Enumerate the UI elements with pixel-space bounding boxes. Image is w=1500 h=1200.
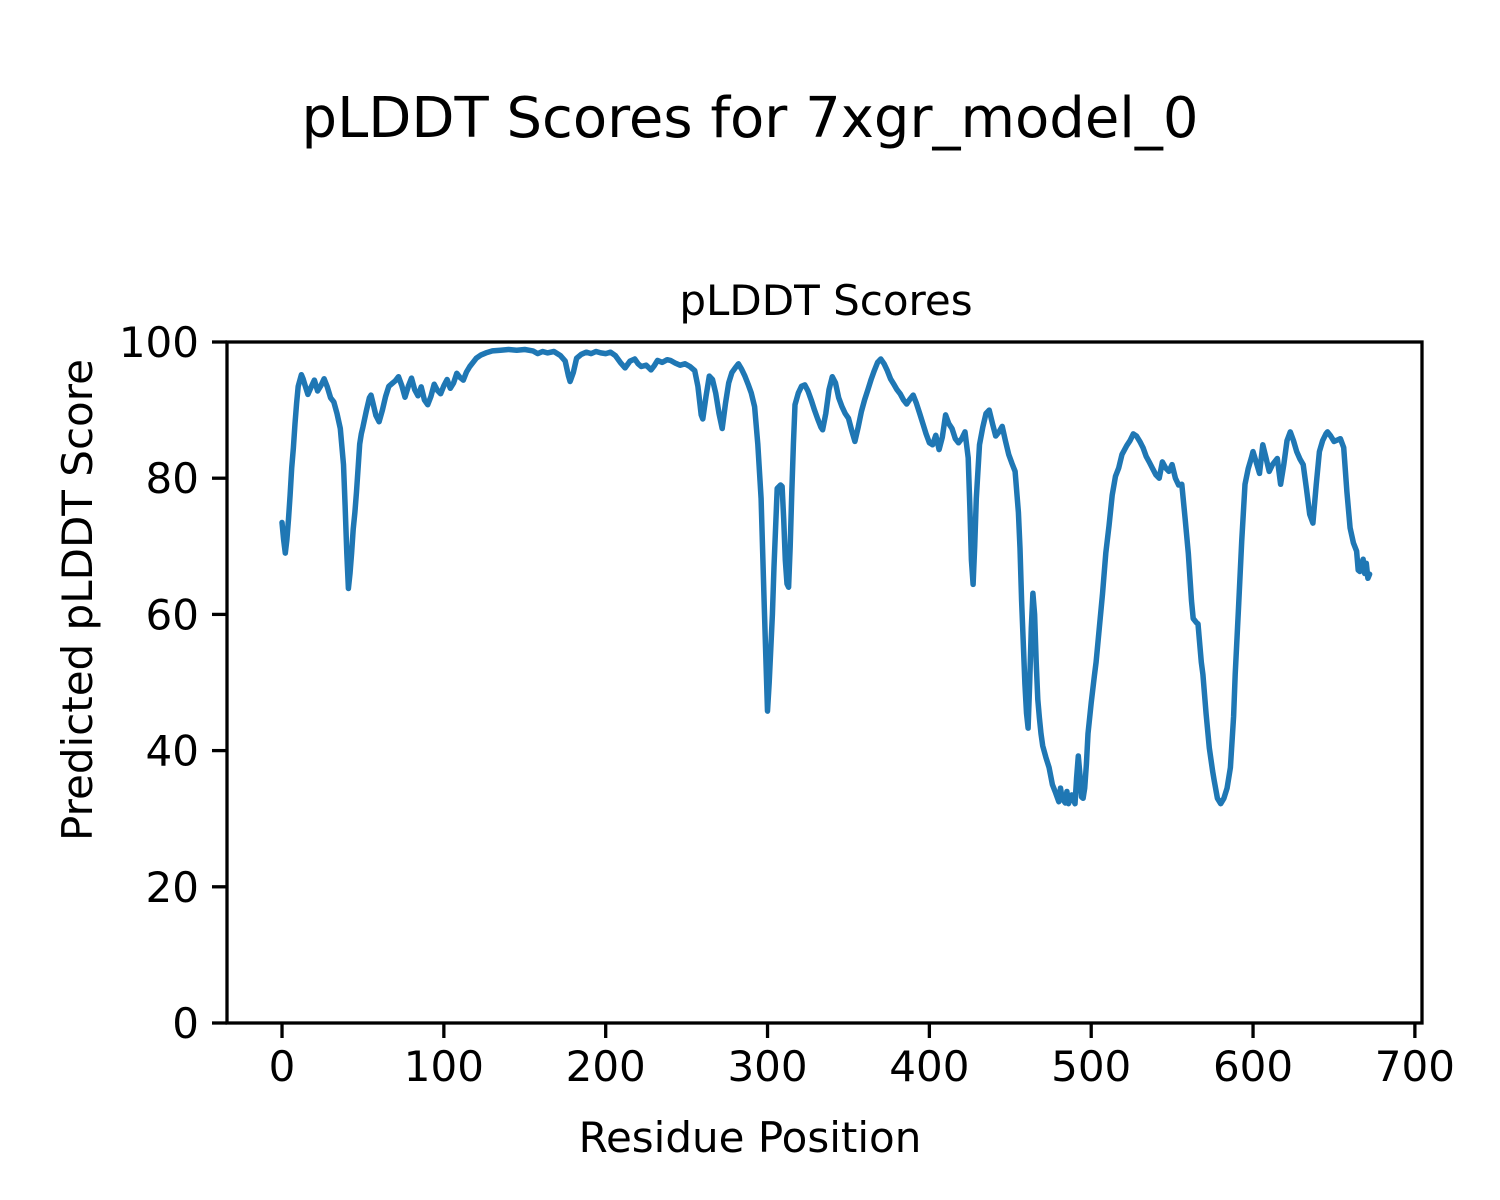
x-tick-label: 600 [1213, 1042, 1293, 1091]
figure-suptitle: pLDDT Scores for 7xgr_model_0 [302, 86, 1199, 151]
y-tick-label: 60 [146, 590, 199, 639]
y-tick-label: 20 [146, 863, 199, 912]
y-tick-label: 0 [172, 999, 199, 1048]
plddt-series-line [279, 346, 1373, 807]
plot-area: 0 100 200 300 400 500 600 700 0 20 40 60 80 100 [119, 318, 1455, 1091]
x-tick-label: 100 [404, 1042, 484, 1091]
x-tick-label: 500 [1051, 1042, 1131, 1091]
axes-title: pLDDT Scores [679, 276, 972, 325]
x-tick-label: 400 [889, 1042, 969, 1091]
axes-spines [225, 340, 1424, 1025]
x-axis-label: Residue Position [579, 1113, 922, 1162]
x-tick-label: 0 [269, 1042, 296, 1091]
x-tick-label: 700 [1375, 1042, 1455, 1091]
y-tick-label: 100 [119, 318, 199, 367]
y-axis-label: Predicted pLDDT Score [53, 359, 102, 841]
x-tick-label: 300 [727, 1042, 807, 1091]
y-tick-label: 80 [146, 454, 199, 503]
x-tick-label: 200 [566, 1042, 646, 1091]
y-tick-label: 40 [146, 727, 199, 776]
